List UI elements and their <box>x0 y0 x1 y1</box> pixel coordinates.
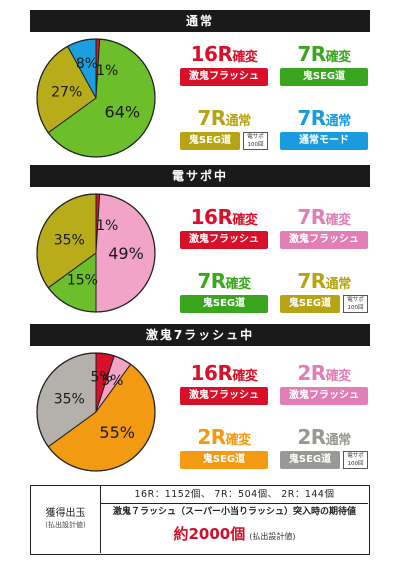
rush-expectation: 約2000個 (払出設計値) <box>101 522 368 546</box>
round-kind: 通常 <box>225 114 252 129</box>
mode-label: 激鬼フラッシュ <box>280 231 368 249</box>
pie-slice-label: 1% <box>96 63 118 79</box>
payout-table: 獲得出玉 (払出設計値) 16R：1152個、 7R：504個、 2R：144個… <box>30 485 370 555</box>
mode-label: 鬼SEG道 <box>180 295 268 313</box>
round-type: 7R確変 <box>280 203 368 231</box>
round-count: 16R <box>190 361 233 385</box>
mode-label: 激鬼フラッシュ <box>180 231 268 249</box>
section-title: 通常 <box>30 10 370 32</box>
round-kind: 確変 <box>232 50 258 65</box>
result-badge: 7R通常 鬼SEG道 電サポ100回 <box>280 267 368 315</box>
densapo-note: 電サポ100回 <box>343 295 368 313</box>
pie-slice-label: 1% <box>96 218 118 234</box>
densapo-note: 電サポ100回 <box>343 451 368 469</box>
result-badge: 7R通常 鬼SEG道 電サポ100回 <box>180 104 268 152</box>
result-badge: 2R確変 激鬼フラッシュ <box>280 359 368 407</box>
mode-label: 激鬼フラッシュ <box>180 68 268 86</box>
mode-label: 激鬼フラッシュ <box>180 387 268 405</box>
mode-label: 鬼SEG道 <box>280 295 340 313</box>
mode-label: 鬼SEG道 <box>280 451 340 469</box>
round-count: 7R <box>297 269 326 293</box>
round-kind: 通常 <box>325 277 352 292</box>
round-type: 7R確変 <box>280 40 368 68</box>
round-type: 16R確変 <box>180 40 268 68</box>
pie-outline <box>36 193 156 313</box>
round-kind: 確変 <box>325 50 352 65</box>
mode-label: 鬼SEG道 <box>280 68 368 86</box>
section-title: 電サポ中 <box>30 165 370 187</box>
payout-label-note: (払出設計値) <box>45 521 86 529</box>
round-type: 2R通常 <box>280 423 368 451</box>
round-count: 7R <box>297 106 326 130</box>
section-title: 激鬼7ラッシュ中 <box>30 324 370 346</box>
mode-label: 通常モード <box>280 132 368 150</box>
expected-value: 約2000個 <box>173 525 246 543</box>
round-kind: 確変 <box>325 369 352 384</box>
round-count: 7R <box>297 205 326 229</box>
result-badge: 7R通常 通常モード <box>280 104 368 152</box>
pie-chart-rush: 5%5% 55% 35% <box>36 352 156 472</box>
result-badge: 2R確変 鬼SEG道 <box>180 423 268 471</box>
round-count: 2R <box>197 425 226 449</box>
pie-slice-label: 8% <box>76 56 98 72</box>
round-kind: 確変 <box>232 369 258 384</box>
round-type: 7R通常 <box>280 104 368 132</box>
pie-slice-label: 5% <box>101 373 123 389</box>
result-badge: 16R確変 激鬼フラッシュ <box>180 40 268 88</box>
result-badge: 2R通常 鬼SEG道 電サポ100回 <box>280 423 368 471</box>
result-badge: 16R確変 激鬼フラッシュ <box>180 359 268 407</box>
pie-slice-label: 5% <box>90 369 112 385</box>
round-type: 16R確変 <box>180 359 268 387</box>
round-type: 7R確変 <box>180 267 268 295</box>
mode-label: 激鬼フラッシュ <box>280 387 368 405</box>
pie-slice-label: 15% <box>67 273 98 289</box>
pie-outline <box>36 38 156 158</box>
round-type: 2R確変 <box>180 423 268 451</box>
payout-label: 獲得出玉 <box>45 508 86 519</box>
round-type: 16R確変 <box>180 203 268 231</box>
round-kind: 通常 <box>325 433 352 448</box>
densapo-note: 電サポ100回 <box>243 132 268 150</box>
round-kind: 通常 <box>325 114 352 129</box>
pie-slice-label: 55% <box>99 423 135 442</box>
round-count: 7R <box>197 269 226 293</box>
round-type: 7R通常 <box>180 104 268 132</box>
rush-expectation-label: 激鬼７ラッシュ（スーパー小当りラッシュ）突入時の期待値 <box>113 507 356 517</box>
mode-label: 鬼SEG道 <box>180 451 268 469</box>
round-count: 7R <box>297 42 326 66</box>
round-kind: 確変 <box>232 213 258 228</box>
mode-label: 鬼SEG道 <box>180 132 240 150</box>
round-count: 16R <box>190 205 233 229</box>
payout-label-cell: 獲得出玉 (払出設計値) <box>31 486 101 553</box>
expected-value-note: (払出設計値) <box>249 532 296 541</box>
result-badge: 7R確変 鬼SEG道 <box>180 267 268 315</box>
round-kind: 確変 <box>225 277 252 292</box>
pie-slice-label: 64% <box>105 103 141 122</box>
round-count: 2R <box>297 425 326 449</box>
round-count: 16R <box>190 42 233 66</box>
round-kind: 確変 <box>225 433 252 448</box>
pie-slice-label: 35% <box>54 232 85 248</box>
result-badge: 7R確変 激鬼フラッシュ <box>280 203 368 251</box>
round-count: 2R <box>297 361 326 385</box>
round-type: 2R確変 <box>280 359 368 387</box>
result-badge: 16R確変 激鬼フラッシュ <box>180 203 268 251</box>
result-badge: 7R確変 鬼SEG道 <box>280 40 368 88</box>
pie-chart-densapo: 1% 49% 15% 35% <box>36 193 156 313</box>
round-kind: 確変 <box>325 213 352 228</box>
pie-slice-label: 27% <box>51 85 82 101</box>
round-type: 7R通常 <box>280 267 368 295</box>
pie-chart-normal: 1% 64% 27% 8% <box>36 38 156 158</box>
round-count: 7R <box>197 106 226 130</box>
pie-outline <box>36 352 156 472</box>
payout-per-round: 16R：1152個、 7R：504個、 2R：144個 <box>101 486 368 504</box>
pie-slice-label: 35% <box>54 391 85 407</box>
pie-slice-label: 49% <box>108 244 144 263</box>
